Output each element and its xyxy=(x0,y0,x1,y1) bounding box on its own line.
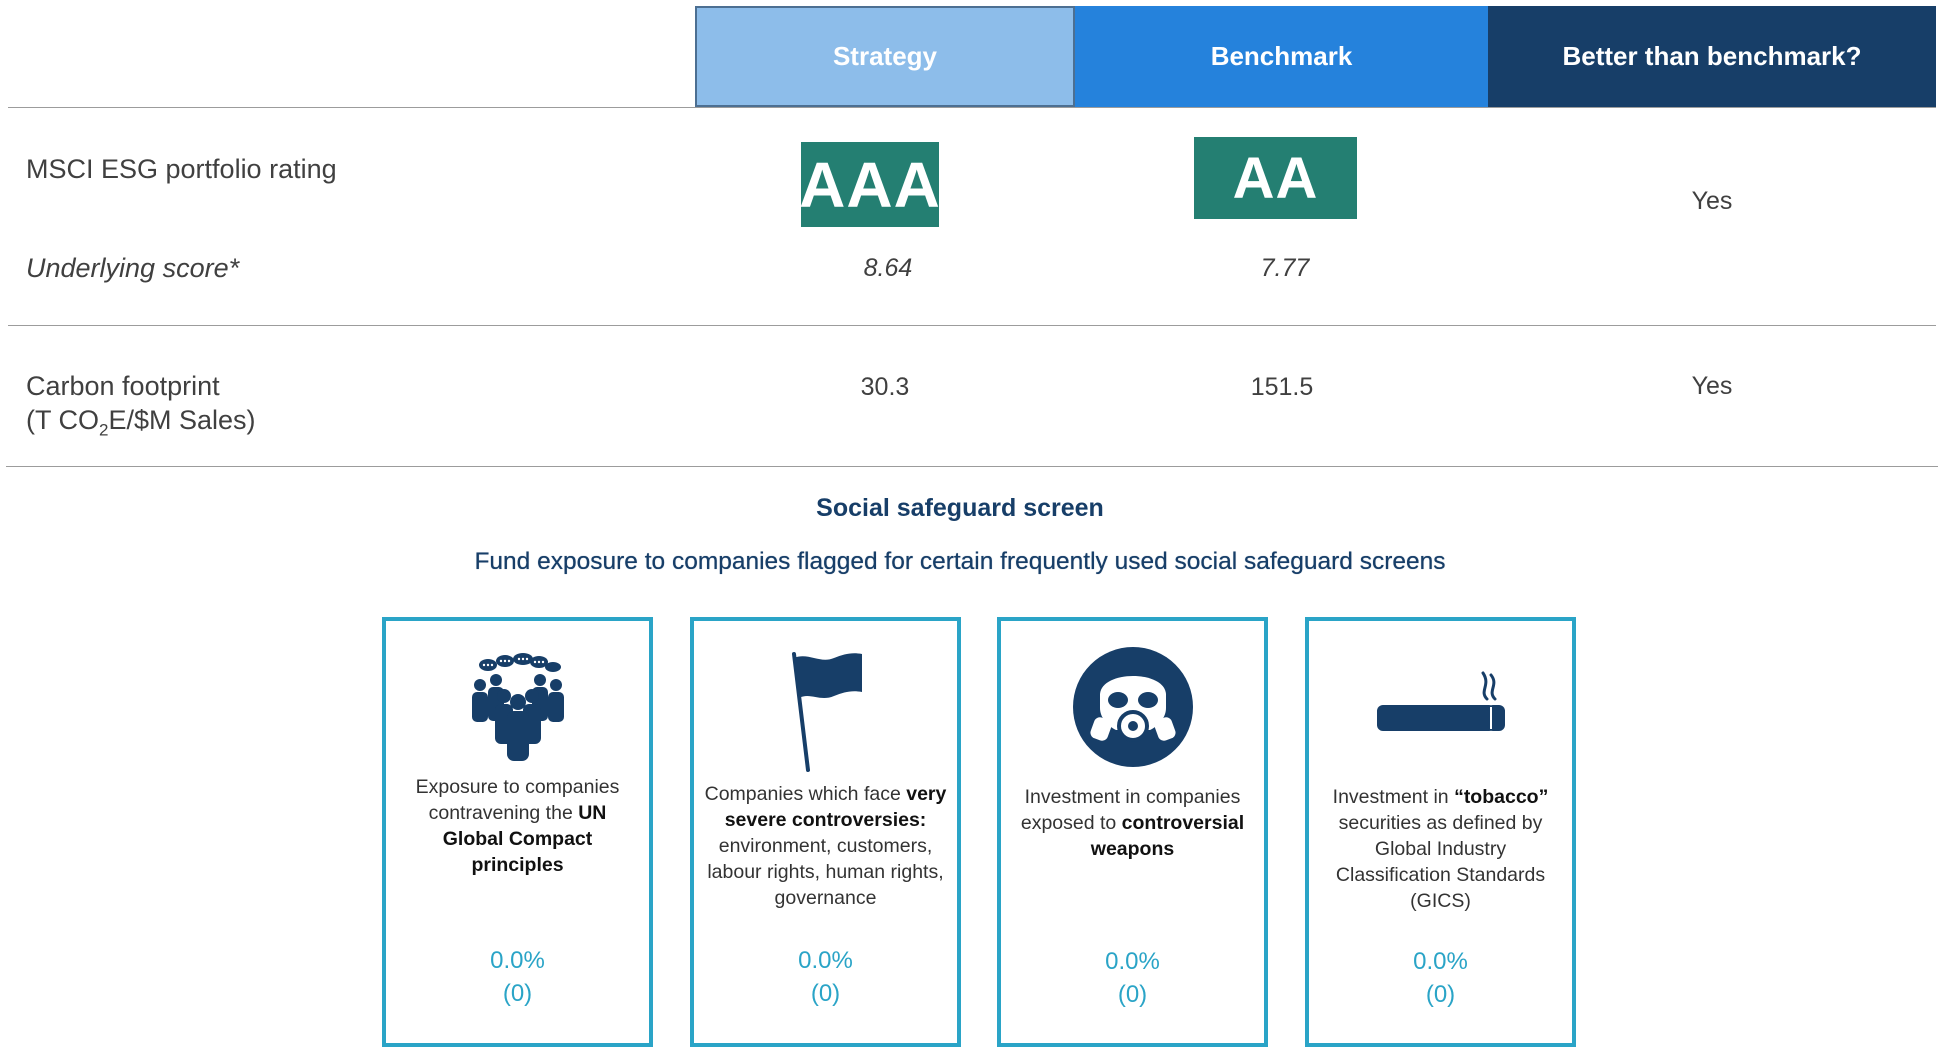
card-description: Companies which face very severe controv… xyxy=(704,783,947,909)
underlying-benchmark-value: 7.77 xyxy=(1260,254,1310,282)
social-subtitle: Fund exposure to companies flagged for c… xyxy=(474,548,1446,575)
msci-rating-label: MSCI ESG portfolio rating xyxy=(26,154,337,184)
header-divider xyxy=(8,107,1936,108)
carbon-label-line2: (T CO2E/$M Sales) xyxy=(26,403,256,447)
header-benchmark: Benchmark xyxy=(1075,6,1488,107)
card-percentage: 0.0% xyxy=(490,947,545,974)
carbon-label-sub: 2 xyxy=(99,420,109,440)
benchmark-rating-badge: AA xyxy=(1194,137,1357,219)
gas-mask-icon xyxy=(1001,646,1264,768)
card-severe-controversies: Companies which face very severe controv… xyxy=(690,617,961,1047)
underlying-score-label: Underlying score* xyxy=(26,253,240,283)
people-group-icon xyxy=(386,652,649,764)
card-percentage: 0.0% xyxy=(1413,948,1468,975)
msci-better-value: Yes xyxy=(1691,187,1733,215)
card-tobacco: Investment in “tobacco” securities as de… xyxy=(1305,617,1576,1047)
section-divider xyxy=(6,466,1938,467)
header-strategy: Strategy xyxy=(695,6,1075,107)
card-description: Exposure to companies contravening the U… xyxy=(415,776,620,876)
carbon-label-post: E/$M Sales) xyxy=(108,405,256,435)
carbon-better-value: Yes xyxy=(1691,372,1733,400)
card-count: (0) xyxy=(502,980,533,1007)
underlying-strategy-value: 8.64 xyxy=(863,254,913,282)
carbon-benchmark-value: 151.5 xyxy=(1250,373,1314,401)
card-percentage: 0.0% xyxy=(798,947,853,974)
cigarette-icon xyxy=(1309,669,1572,733)
card-controversial-weapons: Investment in companies exposed to contr… xyxy=(997,617,1268,1047)
carbon-label-pre: (T CO xyxy=(26,405,99,435)
row-divider xyxy=(8,325,1936,326)
carbon-strategy-value: 30.3 xyxy=(860,373,910,401)
strategy-rating-badge: AAA xyxy=(799,142,940,227)
card-count: (0) xyxy=(810,980,841,1007)
carbon-label-line1: Carbon footprint xyxy=(26,371,220,401)
header-better-than-benchmark: Better than benchmark? xyxy=(1488,6,1936,107)
card-percentage: 0.0% xyxy=(1105,948,1160,975)
flag-icon xyxy=(694,648,957,772)
carbon-footprint-label: Carbon footprint (T CO2E/$M Sales) xyxy=(26,369,256,447)
card-description: Investment in companies exposed to contr… xyxy=(1020,786,1245,860)
card-count: (0) xyxy=(1425,981,1456,1008)
card-count: (0) xyxy=(1117,981,1148,1008)
social-title: Social safeguard screen xyxy=(816,494,1104,522)
card-un-global-compact: Exposure to companies contravening the U… xyxy=(382,617,653,1047)
card-description: Investment in “tobacco” securities as de… xyxy=(1332,786,1549,912)
